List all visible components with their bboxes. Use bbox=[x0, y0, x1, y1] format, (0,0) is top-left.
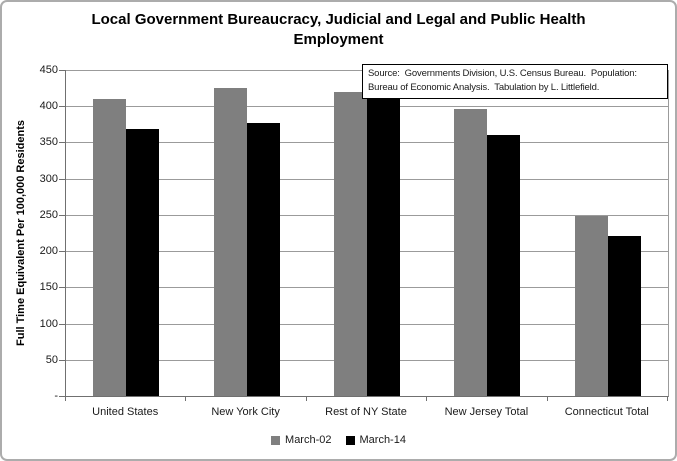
bar-march-14 bbox=[247, 123, 280, 396]
x-axis-tick bbox=[65, 397, 66, 401]
source-note-line-2: Bureau of Economic Analysis. Tabulation … bbox=[368, 81, 600, 93]
x-category-label: Connecticut Total bbox=[564, 406, 649, 418]
y-axis-tick bbox=[59, 179, 65, 180]
y-axis-tick bbox=[59, 215, 65, 216]
bar-march-14 bbox=[367, 99, 400, 396]
legend-swatch-march-02 bbox=[271, 435, 281, 445]
y-axis-tick bbox=[59, 324, 65, 325]
y-axis-tick-label: 200 bbox=[39, 245, 58, 257]
y-axis-tick-label: 450 bbox=[39, 64, 58, 76]
x-category-label: Rest of NY State bbox=[325, 406, 407, 418]
y-axis-tick-label: 300 bbox=[39, 173, 58, 185]
x-category-label: New Jersey Total bbox=[444, 406, 529, 418]
bar-march-02 bbox=[334, 92, 367, 396]
y-axis-tick bbox=[59, 287, 65, 288]
bar-march-02 bbox=[454, 109, 487, 396]
bar-march-14 bbox=[126, 129, 159, 396]
x-category-label: United States bbox=[92, 406, 159, 418]
x-axis-tick bbox=[306, 397, 307, 401]
legend: March-02 March-14 bbox=[2, 432, 675, 448]
chart-title-line-2: Employment bbox=[293, 31, 384, 49]
y-axis-tick-label: 400 bbox=[39, 100, 58, 112]
legend-item: March-02 bbox=[271, 434, 332, 446]
y-axis-title: Full Time Equivalent Per 100,000 Residen… bbox=[15, 120, 27, 346]
legend-item: March-14 bbox=[345, 434, 406, 446]
bar-march-02 bbox=[93, 99, 126, 396]
bar-march-02 bbox=[214, 88, 247, 396]
y-axis-tick-label: 100 bbox=[39, 318, 58, 330]
x-axis-tick bbox=[667, 397, 668, 401]
source-note-box: Source: Governments Division, U.S. Censu… bbox=[362, 64, 668, 99]
source-note-line-1: Source: Governments Division, U.S. Censu… bbox=[368, 68, 637, 79]
y-axis-tick-label: - bbox=[54, 390, 58, 402]
chart-title-line-1: Local Government Bureaucracy, Judicial a… bbox=[91, 11, 586, 28]
x-axis-tick bbox=[185, 397, 186, 401]
y-axis-tick bbox=[59, 70, 65, 71]
y-axis-tick-label: 250 bbox=[39, 209, 58, 221]
bar-march-14 bbox=[608, 236, 641, 396]
x-axis-tick bbox=[426, 397, 427, 401]
y-axis-tick bbox=[59, 106, 65, 107]
legend-swatch-march-14 bbox=[345, 435, 355, 445]
x-axis-tick bbox=[547, 397, 548, 401]
y-axis-tick bbox=[59, 142, 65, 143]
y-axis-tick-label: 350 bbox=[39, 136, 58, 148]
y-axis-tick-label: 150 bbox=[39, 281, 58, 293]
y-axis-tick bbox=[59, 360, 65, 361]
y-axis-tick bbox=[59, 396, 65, 397]
y-axis-tick-label: 50 bbox=[45, 354, 58, 366]
y-axis-tick bbox=[59, 251, 65, 252]
x-category-label: New York City bbox=[211, 406, 280, 418]
bar-march-14 bbox=[487, 135, 520, 396]
legend-label: March-14 bbox=[359, 434, 406, 446]
plot-area bbox=[65, 70, 669, 397]
legend-label: March-02 bbox=[285, 434, 332, 446]
chart-title: Local Government Bureaucracy, Judicial a… bbox=[2, 10, 675, 51]
bar-march-02 bbox=[575, 216, 608, 396]
